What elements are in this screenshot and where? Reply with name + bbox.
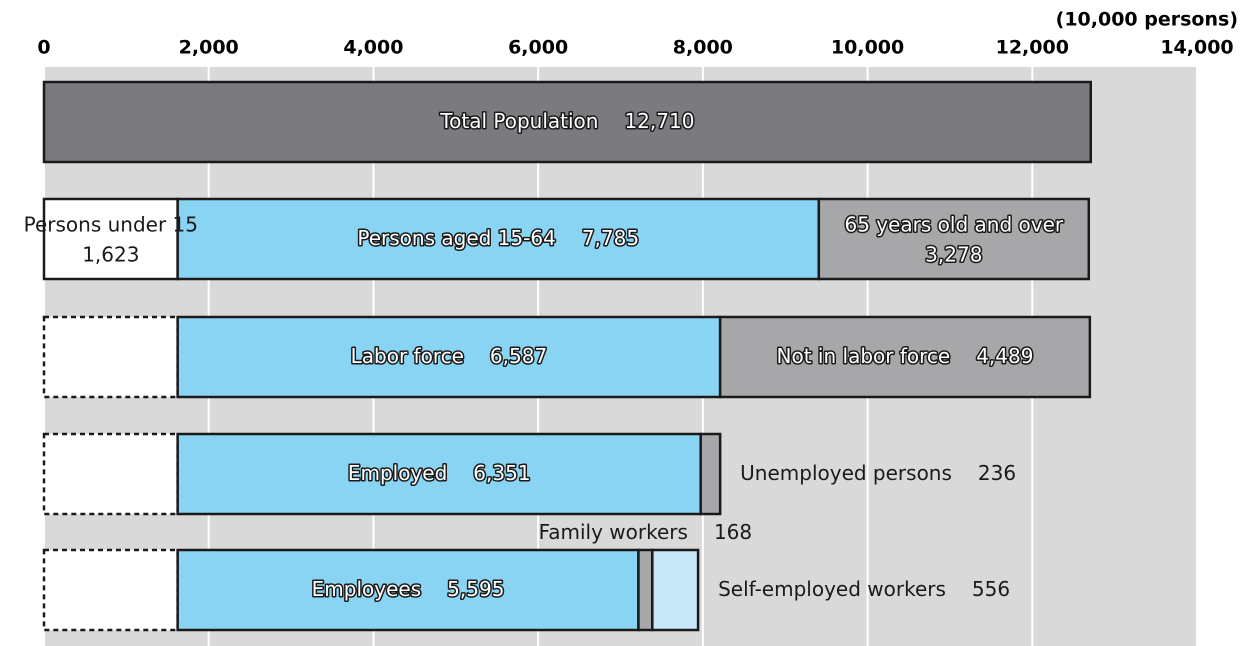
segment-name: Self-employed workers	[718, 577, 946, 601]
segment-value: 3,278	[925, 243, 982, 267]
segment-value: 4,489	[976, 344, 1033, 368]
bar-segment	[42, 315, 179, 399]
segment-label: Labor force 6,587	[351, 344, 548, 368]
segment-name: Unemployed persons	[740, 461, 952, 485]
x-tick-label: 14,000	[1160, 37, 1233, 59]
bar-segment	[651, 548, 700, 632]
bar-segment	[718, 315, 1092, 399]
segment-value: 6,587	[490, 344, 547, 368]
bar-segment	[699, 432, 722, 516]
segment-label: Employed 6,351	[348, 461, 531, 485]
segment-name: Family workers	[539, 520, 688, 544]
segment-name: Total Population	[439, 109, 598, 133]
bar-segment	[176, 548, 640, 632]
segment-label: Employees 5,595	[312, 577, 505, 601]
segment-label: Unemployed persons 236	[740, 461, 1016, 485]
segment-label: Not in labor force 4,489	[777, 344, 1034, 368]
segment-value: 168	[714, 520, 752, 544]
segment-value: 12,710	[624, 109, 694, 133]
x-tick-label: 8,000	[673, 37, 733, 59]
segment-name: Persons aged 15-64	[357, 226, 555, 250]
segment-label: Total Population 12,710	[439, 109, 694, 133]
segment-name: Not in labor force	[777, 344, 951, 368]
segment-name: Employed	[348, 461, 447, 485]
bar-segment	[42, 432, 179, 516]
segment-name: Employees	[312, 577, 421, 601]
x-tick-label: 6,000	[508, 37, 568, 59]
bar-segment	[637, 548, 654, 632]
bar-segment	[42, 548, 179, 632]
bar-segment	[176, 197, 821, 281]
segment-label: Self-employed workers 556	[718, 577, 1010, 601]
unit-label: (10,000 persons)	[1056, 9, 1238, 31]
segment-label: 65 years old and over	[844, 213, 1063, 237]
x-tick-label: 2,000	[179, 37, 239, 59]
bar-segment	[42, 197, 179, 281]
x-tick-label: 0	[37, 37, 50, 59]
segment-value: 236	[978, 461, 1016, 485]
x-tick-label: 4,000	[343, 37, 403, 59]
segment-name: Labor force	[351, 344, 464, 368]
segment-value: 7,785	[582, 226, 639, 250]
segment-label: Persons under 15	[24, 213, 198, 237]
segment-label: Family workers 168	[539, 520, 753, 544]
segment-value: 1,623	[82, 243, 139, 267]
bar-segment	[42, 80, 1093, 164]
segment-label: Persons aged 15-64 7,785	[357, 226, 639, 250]
x-tick-label: 10,000	[831, 37, 904, 59]
segment-value: 6,351	[473, 461, 530, 485]
x-tick-label: 12,000	[996, 37, 1069, 59]
segment-value: 556	[972, 577, 1010, 601]
bar-segment	[817, 197, 1091, 281]
segment-value: 5,595	[447, 577, 504, 601]
bar-segment	[176, 432, 702, 516]
